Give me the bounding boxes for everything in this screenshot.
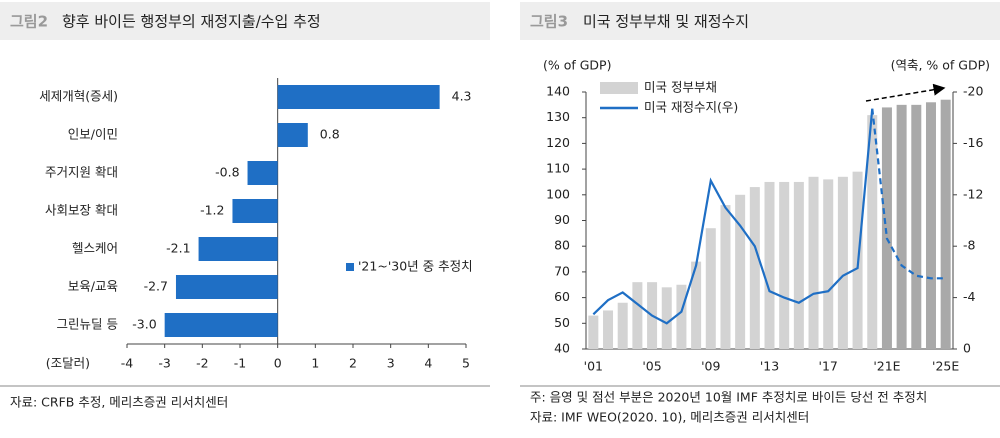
bar <box>691 261 702 349</box>
bar <box>808 176 819 349</box>
bar <box>764 181 775 349</box>
x-tick-label: 3 <box>387 356 395 371</box>
x-tick-label: 1 <box>311 356 319 371</box>
bar <box>175 275 278 299</box>
bar <box>164 313 278 337</box>
note: 자료: IMF WEO(2020. 10), 메리츠증권 리서치센터 <box>530 410 809 425</box>
x-tick-label: '01 <box>584 359 603 374</box>
header-bg <box>0 2 490 40</box>
source: 자료: CRFB 추정, 메리츠증권 리서치센터 <box>10 395 228 410</box>
value-label: -2.1 <box>166 241 190 256</box>
bar <box>277 123 308 147</box>
y-tick-label: 40 <box>554 341 570 356</box>
bar <box>232 199 278 223</box>
x-tick-label: -3 <box>158 356 170 371</box>
bar <box>867 115 878 349</box>
y2-tick-label: -12 <box>963 186 983 201</box>
line-series <box>592 108 874 325</box>
legend-label: 미국 재정수지(우) <box>644 100 738 115</box>
y-tick-label: 140 <box>546 84 570 99</box>
chart-title: 미국 정부부채 및 재정수지 <box>583 13 749 31</box>
x-tick-label: 4 <box>424 356 432 371</box>
y-tick-label: 100 <box>546 186 570 201</box>
figure-label: 그림2 <box>10 13 48 31</box>
trend-arrow <box>865 83 946 102</box>
y-tick-label: 130 <box>546 109 570 124</box>
bar <box>911 104 922 349</box>
bar <box>632 282 643 349</box>
chart-title: 향후 바이든 행정부의 재정지출/수입 추정 <box>62 13 321 31</box>
value-label: 0.8 <box>320 127 340 142</box>
category-label: 주거지원 확대 <box>45 165 118 180</box>
bar <box>603 310 614 349</box>
y-tick-label: 120 <box>546 135 570 150</box>
y-tick-label: 60 <box>554 289 570 304</box>
legend-swatch <box>600 82 638 94</box>
value-label: 4.3 <box>452 89 472 104</box>
x-tick-label: 0 <box>274 356 282 371</box>
x-tick-label: '21E <box>873 359 900 374</box>
bar <box>749 187 760 349</box>
legend-label: '21~'30년 중 추정치 <box>358 259 473 274</box>
category-label: 보육/교육 <box>68 279 118 294</box>
bar <box>925 102 936 349</box>
y2-tick-label: -16 <box>963 135 983 150</box>
value-label: -3.0 <box>132 317 156 332</box>
x-tick-label: -4 <box>121 356 134 371</box>
bar <box>198 237 278 261</box>
value-label: -0.8 <box>215 165 239 180</box>
legend-label: 미국 정부부채 <box>644 80 717 95</box>
bar <box>720 205 731 349</box>
x-axis-label: (조달러) <box>46 356 90 371</box>
bar <box>823 179 834 349</box>
bar <box>837 176 848 349</box>
value-label: -2.7 <box>144 279 168 294</box>
bar <box>793 181 804 349</box>
header-bg <box>520 2 1000 40</box>
bar <box>896 104 907 349</box>
y-tick-label: 70 <box>554 263 570 278</box>
y2-tick-label: -4 <box>963 289 976 304</box>
category-label: 인보/이민 <box>68 127 118 142</box>
bar <box>881 107 892 349</box>
bar <box>588 315 599 349</box>
x-tick-label: 2 <box>349 356 357 371</box>
y-tick-label: 80 <box>554 238 570 253</box>
value-label: -1.2 <box>200 203 224 218</box>
y2-tick-label: -8 <box>963 238 976 253</box>
figure-label: 그림3 <box>530 13 568 31</box>
y2-tick-label: 0 <box>963 341 971 356</box>
x-tick-label: '13 <box>760 359 779 374</box>
y-axis-label: (% of GDP) <box>543 58 611 73</box>
y-tick-label: 110 <box>546 161 570 176</box>
x-tick-label: -1 <box>234 356 246 371</box>
x-tick-label: '09 <box>701 359 720 374</box>
category-label: 사회보장 확대 <box>45 203 118 218</box>
legend-swatch <box>346 263 354 271</box>
line-series <box>871 108 946 280</box>
bar <box>779 181 790 349</box>
bar <box>940 99 951 350</box>
y2-axis-label: (역축, % of GDP) <box>891 58 990 73</box>
x-tick-label: -2 <box>196 356 208 371</box>
bar <box>247 161 278 185</box>
x-tick-label: 5 <box>462 356 470 371</box>
bar <box>676 284 687 349</box>
bar <box>617 302 628 349</box>
bar <box>735 194 746 349</box>
y-tick-label: 50 <box>554 315 570 330</box>
y-tick-label: 90 <box>554 212 570 227</box>
category-label: 헬스케어 <box>72 241 118 256</box>
category-label: 세제개혁(증세) <box>39 89 118 104</box>
category-label: 그린뉴딜 등 <box>57 317 118 332</box>
bar <box>661 287 672 349</box>
x-tick-label: '17 <box>819 359 838 374</box>
note: 주: 음영 및 점선 부분은 2020년 10월 IMF 추정치로 바이든 당선… <box>530 390 927 405</box>
y2-tick-label: -20 <box>963 84 983 99</box>
x-tick-label: '05 <box>642 359 661 374</box>
bar <box>705 228 716 349</box>
x-tick-label: '25E <box>932 359 959 374</box>
bar <box>277 85 440 109</box>
